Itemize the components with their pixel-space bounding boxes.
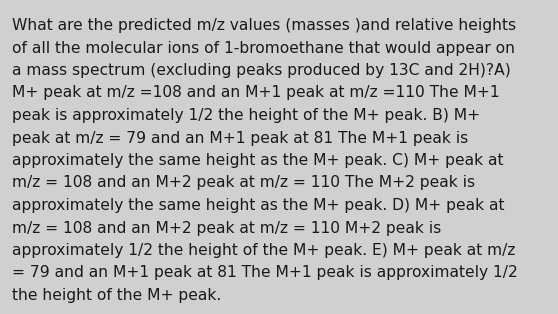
Text: approximately 1/2 the height of the M+ peak. E) M+ peak at m/z: approximately 1/2 the height of the M+ p… xyxy=(12,243,516,258)
Text: = 79 and an M+1 peak at 81 The M+1 peak is approximately 1/2: = 79 and an M+1 peak at 81 The M+1 peak … xyxy=(12,266,518,280)
Text: of all the molecular ions of 1-bromoethane that would appear on: of all the molecular ions of 1-bromoetha… xyxy=(12,41,515,56)
Text: peak at m/z = 79 and an M+1 peak at 81 The M+1 peak is: peak at m/z = 79 and an M+1 peak at 81 T… xyxy=(12,131,468,145)
Text: M+ peak at m/z =108 and an M+1 peak at m/z =110 The M+1: M+ peak at m/z =108 and an M+1 peak at m… xyxy=(12,85,499,100)
Text: approximately the same height as the M+ peak. D) M+ peak at: approximately the same height as the M+ … xyxy=(12,198,504,213)
Text: the height of the M+ peak.: the height of the M+ peak. xyxy=(12,288,222,303)
Text: m/z = 108 and an M+2 peak at m/z = 110 The M+2 peak is: m/z = 108 and an M+2 peak at m/z = 110 T… xyxy=(12,176,475,191)
Text: approximately the same height as the M+ peak. C) M+ peak at: approximately the same height as the M+ … xyxy=(12,153,503,168)
Text: m/z = 108 and an M+2 peak at m/z = 110 M+2 peak is: m/z = 108 and an M+2 peak at m/z = 110 M… xyxy=(12,220,441,236)
Text: peak is approximately 1/2 the height of the M+ peak. B) M+: peak is approximately 1/2 the height of … xyxy=(12,108,480,123)
Text: What are the predicted m/z values (masses )and relative heights: What are the predicted m/z values (masse… xyxy=(12,18,516,33)
Text: a mass spectrum (excluding peaks produced by 13C and 2H)?A): a mass spectrum (excluding peaks produce… xyxy=(12,63,511,78)
